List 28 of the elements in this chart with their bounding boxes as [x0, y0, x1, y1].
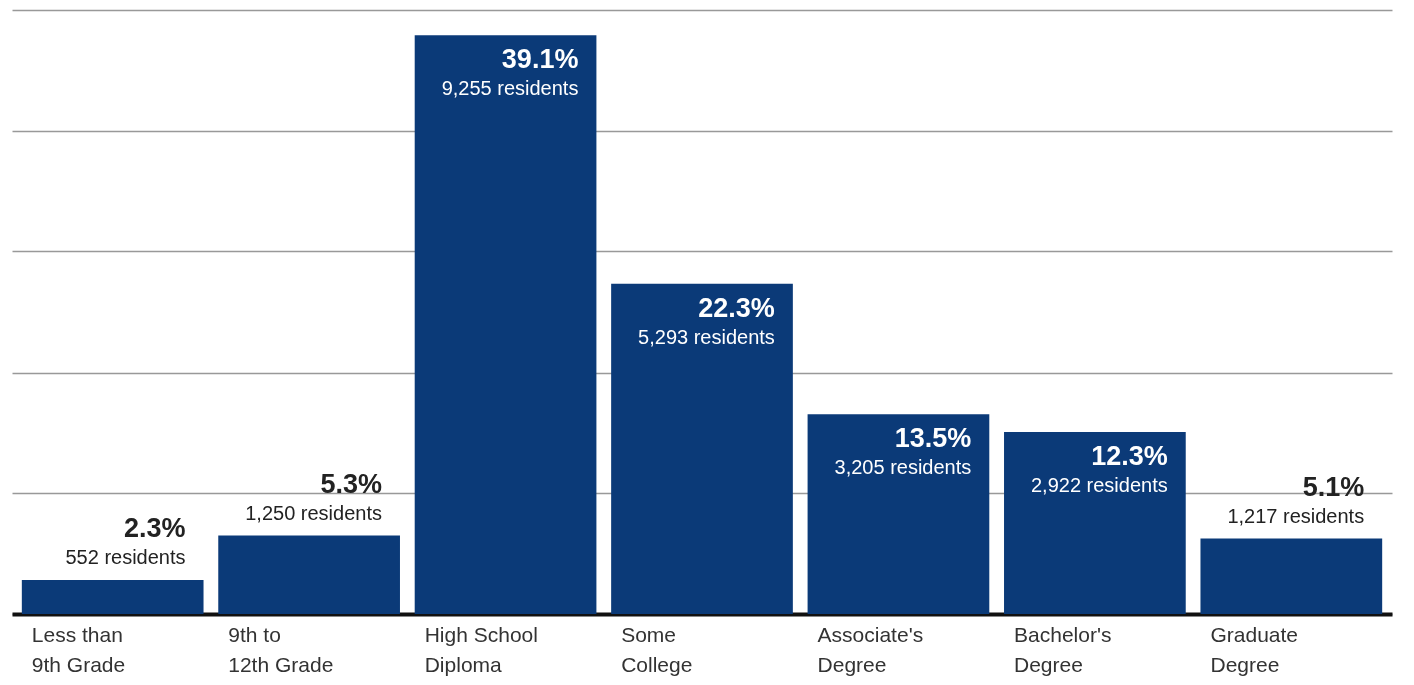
x-tick-label: 9th to 12th Grade — [228, 622, 334, 676]
annotation: 3,205 residents — [834, 456, 972, 479]
data-label: 13.5% — [894, 423, 972, 454]
bar — [611, 283, 793, 614]
bar — [807, 414, 990, 614]
x-tick-label: Associate's Degree — [817, 622, 924, 676]
annotation: 1,217 residents — [1227, 504, 1365, 527]
x-tick-label: Some College — [621, 622, 693, 676]
bar — [21, 579, 204, 614]
x-tick-label: Graduate Degree — [1210, 622, 1299, 676]
x-tick-label: High School Diploma — [424, 622, 538, 676]
annotation: 1,250 residents — [245, 501, 382, 524]
data-label: 5.3% — [320, 468, 382, 499]
bar — [1004, 431, 1186, 614]
data-label: 22.3% — [698, 292, 775, 323]
annotation: 5,293 residents — [638, 325, 775, 348]
x-tick-label: Bachelor's Degree — [1014, 622, 1112, 676]
data-label: 2.3% — [123, 512, 186, 543]
x-tick-label: Less than 9th Grade — [31, 622, 126, 676]
annotation: 552 residents — [65, 545, 186, 568]
bar — [1200, 538, 1383, 614]
annotation: 2,922 residents — [1030, 473, 1168, 496]
data-label: 12.3% — [1091, 440, 1168, 471]
bar — [414, 35, 597, 614]
data-label: 39.1% — [501, 44, 579, 75]
annotation: 9,255 residents — [441, 77, 579, 100]
data-label: 5.1% — [1302, 471, 1365, 502]
bar — [218, 535, 400, 614]
